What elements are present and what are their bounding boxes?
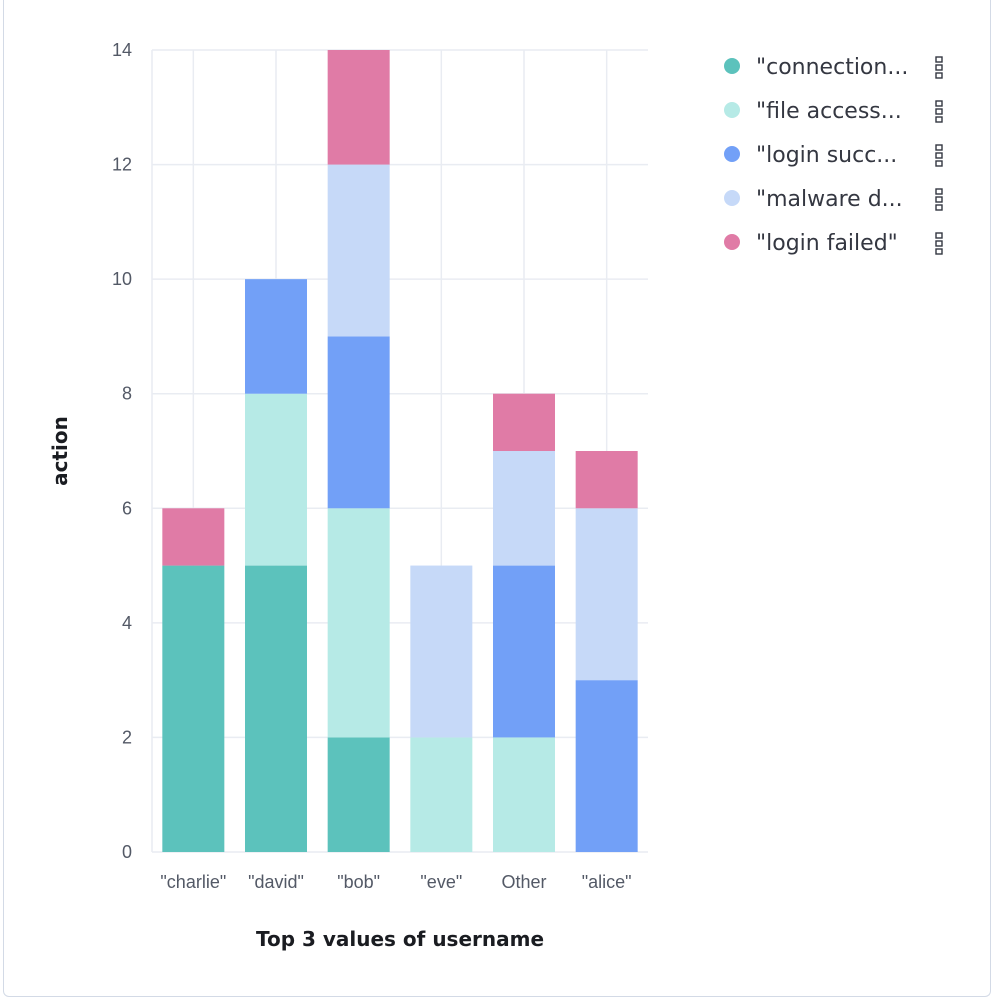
y-tick-label-1: 2: [122, 727, 132, 747]
legend-label: "login succ...: [756, 143, 897, 168]
legend-swatch: [724, 234, 740, 250]
legend-actions-dot: [935, 72, 943, 79]
x-tick-label-1: "david": [248, 872, 304, 892]
bar-segment-4-1[interactable]: [493, 737, 555, 852]
y-tick-label-7: 14: [112, 40, 132, 60]
bar-segment-0-0[interactable]: [162, 565, 225, 852]
y-axis-ticks: 0 2 4 6 8 10 12 14: [112, 40, 132, 862]
legend-actions-dot: [935, 160, 943, 167]
legend-swatch: [724, 146, 740, 162]
legend-actions-dot: [935, 100, 943, 107]
legend-actions-dot: [935, 108, 943, 115]
bars[interactable]: [162, 50, 638, 852]
legend-label: "file access...: [756, 99, 902, 124]
legend-actions-icon[interactable]: [935, 188, 943, 211]
bar-segment-0-4[interactable]: [162, 508, 225, 566]
gridlines: [151, 49, 648, 853]
legend-actions-dot: [935, 232, 943, 239]
x-tick-label-4: Other: [501, 872, 546, 892]
legend-actions-dot: [935, 240, 943, 247]
legend-label: "connection...: [756, 55, 908, 80]
legend-label: "malware d...: [756, 187, 903, 212]
legend-item-2[interactable]: "login succ...: [724, 143, 943, 168]
x-tick-label-0: "charlie": [160, 872, 226, 892]
legend-actions-icon[interactable]: [935, 232, 943, 255]
y-axis-title: action: [48, 416, 72, 486]
bar-segment-1-2[interactable]: [245, 279, 307, 394]
y-tick-label-5: 10: [112, 269, 132, 289]
legend-actions-dot: [935, 64, 943, 71]
bar-segment-5-3[interactable]: [575, 508, 638, 681]
y-tick-label-4: 8: [122, 384, 132, 404]
legend-item-1[interactable]: "file access...: [724, 99, 943, 124]
bar-segment-2-3[interactable]: [327, 164, 390, 337]
legend-actions-dot: [935, 188, 943, 195]
bar-segment-2-0[interactable]: [327, 737, 390, 852]
legend-item-0[interactable]: "connection...: [724, 55, 943, 80]
bar-segment-2-4[interactable]: [327, 50, 390, 165]
x-tick-label-2: "bob": [337, 872, 380, 892]
bar-segment-5-4[interactable]: [575, 451, 638, 509]
legend-item-4[interactable]: "login failed": [724, 231, 943, 256]
x-tick-label-3: "eve": [420, 872, 462, 892]
legend-actions-dot: [935, 116, 943, 123]
legend-actions-dot: [935, 196, 943, 203]
y-tick-label-0: 0: [122, 842, 132, 862]
x-axis-title: Top 3 values of username: [256, 927, 544, 951]
bar-segment-2-1[interactable]: [327, 508, 390, 738]
legend-item-3[interactable]: "malware d...: [724, 187, 943, 212]
legend-actions-dot: [935, 204, 943, 211]
bar-segment-2-2[interactable]: [327, 336, 390, 509]
bar-segment-1-0[interactable]: [245, 565, 307, 852]
bar-segment-3-1[interactable]: [410, 737, 473, 852]
legend-swatch: [724, 58, 740, 74]
bar-segment-4-4[interactable]: [493, 393, 555, 451]
bar-segment-4-2[interactable]: [493, 565, 555, 738]
bar-segment-4-3[interactable]: [493, 451, 555, 566]
legend-actions-dot: [935, 144, 943, 151]
y-tick-label-2: 4: [122, 613, 132, 633]
bar-segment-3-3[interactable]: [410, 565, 473, 738]
legend-swatch: [724, 190, 740, 206]
x-tick-label-5: "alice": [582, 872, 632, 892]
legend-actions-dot: [935, 56, 943, 63]
legend-actions-icon[interactable]: [935, 56, 943, 79]
legend-actions-icon[interactable]: [935, 144, 943, 167]
bar-segment-1-1[interactable]: [245, 393, 307, 566]
legend-label: "login failed": [756, 231, 898, 256]
legend: "connection... "file access... "login succ…: [724, 55, 943, 256]
legend-actions-icon[interactable]: [935, 100, 943, 123]
legend-actions-dot: [935, 248, 943, 255]
bar-segment-5-2[interactable]: [575, 680, 638, 852]
y-tick-label-3: 6: [122, 498, 132, 518]
legend-swatch: [724, 102, 740, 118]
legend-actions-dot: [935, 152, 943, 159]
x-axis-ticks: "charlie" "david" "bob" "eve" Other "alice": [160, 872, 631, 892]
y-tick-label-6: 12: [112, 155, 132, 175]
